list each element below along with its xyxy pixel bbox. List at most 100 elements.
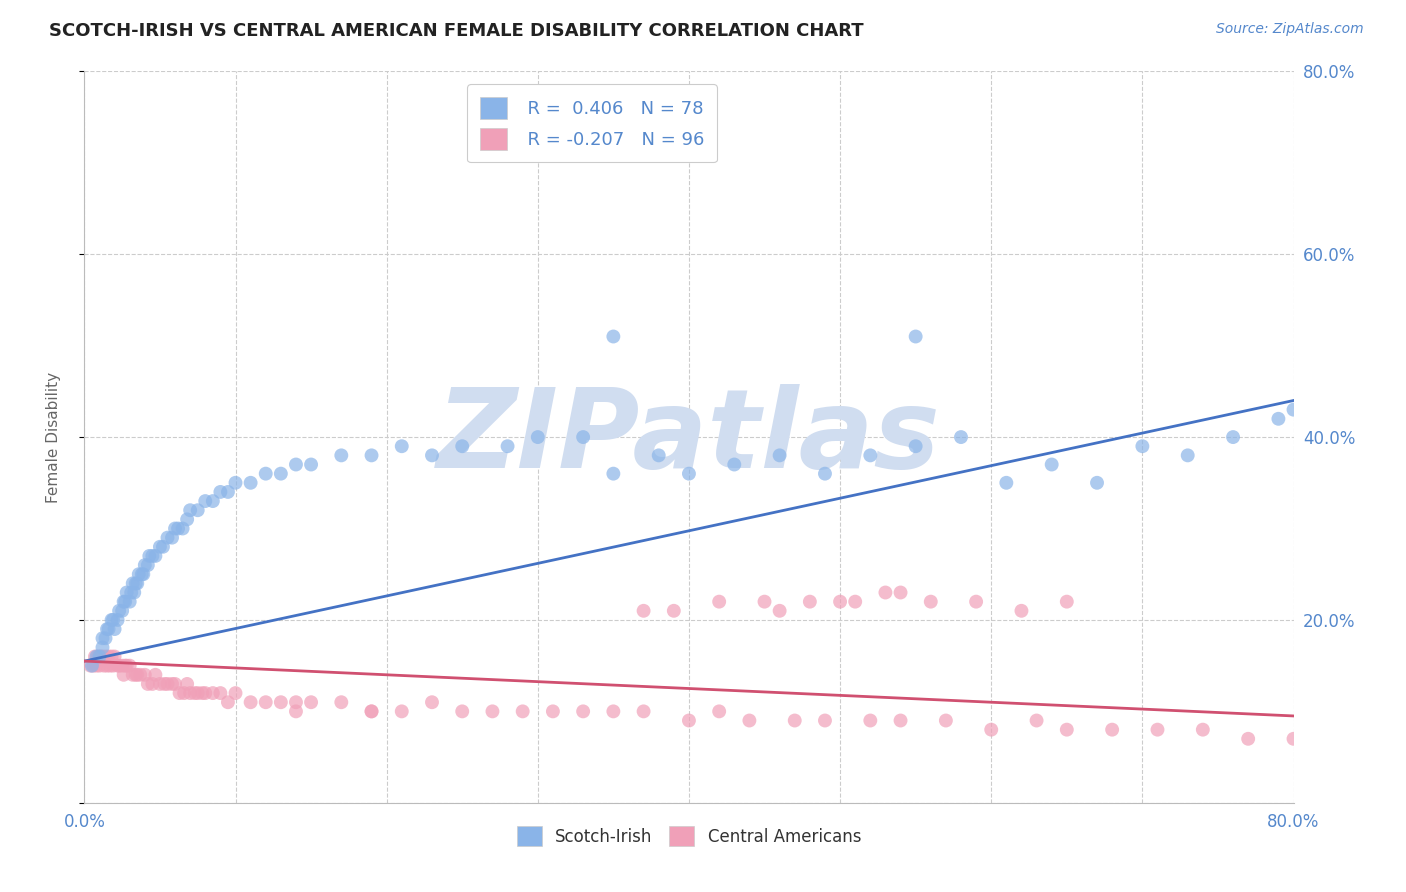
Point [1130, 439, 1153, 453]
Point [179, 686, 201, 700]
Point [127, 576, 149, 591]
Point [678, 714, 700, 728]
Point [114, 594, 136, 608]
Point [104, 622, 127, 636]
Point [91, 632, 114, 646]
Point [451, 705, 474, 719]
Point [108, 604, 131, 618]
Text: Source: ZipAtlas.com: Source: ZipAtlas.com [1216, 22, 1364, 37]
Point [299, 695, 322, 709]
Point [633, 604, 655, 618]
Point [176, 677, 198, 691]
Point [239, 695, 262, 709]
Point [176, 512, 198, 526]
Point [360, 705, 382, 719]
Point [131, 567, 153, 582]
Point [138, 549, 160, 563]
Point [481, 705, 503, 719]
Point [134, 667, 156, 681]
Point [209, 686, 232, 700]
Point [769, 604, 792, 618]
Point [187, 686, 209, 700]
Point [134, 558, 156, 573]
Point [1267, 412, 1289, 426]
Point [1282, 731, 1305, 746]
Point [1011, 604, 1033, 618]
Point [602, 329, 624, 343]
Point [1177, 448, 1199, 462]
Point [120, 585, 142, 599]
Point [1040, 458, 1063, 472]
Point [97, 649, 120, 664]
Text: SCOTCH-IRISH VS CENTRAL AMERICAN FEMALE DISABILITY CORRELATION CHART: SCOTCH-IRISH VS CENTRAL AMERICAN FEMALE … [49, 22, 863, 40]
Point [270, 467, 292, 481]
Point [94, 649, 117, 664]
Point [187, 503, 209, 517]
Point [165, 677, 187, 691]
Point [80, 658, 103, 673]
Point [859, 448, 882, 462]
Point [572, 430, 595, 444]
Point [107, 658, 129, 673]
Point [254, 467, 277, 481]
Point [194, 686, 217, 700]
Point [86, 658, 108, 673]
Point [96, 658, 118, 673]
Point [420, 695, 443, 709]
Point [149, 540, 172, 554]
Point [299, 458, 322, 472]
Point [93, 658, 115, 673]
Point [965, 594, 987, 608]
Point [935, 714, 957, 728]
Point [285, 458, 308, 472]
Point [111, 604, 134, 618]
Point [285, 705, 308, 719]
Point [201, 494, 224, 508]
Point [270, 695, 292, 709]
Point [136, 677, 159, 691]
Point [1237, 731, 1260, 746]
Point [112, 667, 135, 681]
Point [1025, 714, 1047, 728]
Point [94, 632, 117, 646]
Point [87, 649, 110, 664]
Point [904, 329, 927, 343]
Point [662, 604, 685, 618]
Point [209, 485, 232, 500]
Point [738, 714, 761, 728]
Point [391, 705, 413, 719]
Point [165, 521, 187, 535]
Point [330, 695, 353, 709]
Point [115, 658, 138, 673]
Point [129, 667, 152, 681]
Point [1192, 723, 1215, 737]
Point [799, 594, 821, 608]
Point [101, 658, 124, 673]
Point [1222, 430, 1244, 444]
Point [100, 613, 122, 627]
Point [156, 677, 179, 691]
Point [89, 658, 111, 673]
Point [217, 695, 239, 709]
Point [950, 430, 973, 444]
Point [127, 667, 149, 681]
Point [167, 521, 190, 535]
Point [173, 686, 195, 700]
Point [179, 503, 201, 517]
Point [89, 649, 111, 664]
Point [1282, 402, 1305, 417]
Point [709, 705, 731, 719]
Point [141, 549, 163, 563]
Point [875, 585, 897, 599]
Point [169, 686, 191, 700]
Point [121, 667, 143, 681]
Point [512, 705, 534, 719]
Point [633, 705, 655, 719]
Point [360, 705, 382, 719]
Point [84, 649, 107, 664]
Point [904, 439, 927, 453]
Point [814, 714, 837, 728]
Y-axis label: Female Disability: Female Disability [46, 371, 60, 503]
Point [98, 658, 121, 673]
Point [201, 686, 224, 700]
